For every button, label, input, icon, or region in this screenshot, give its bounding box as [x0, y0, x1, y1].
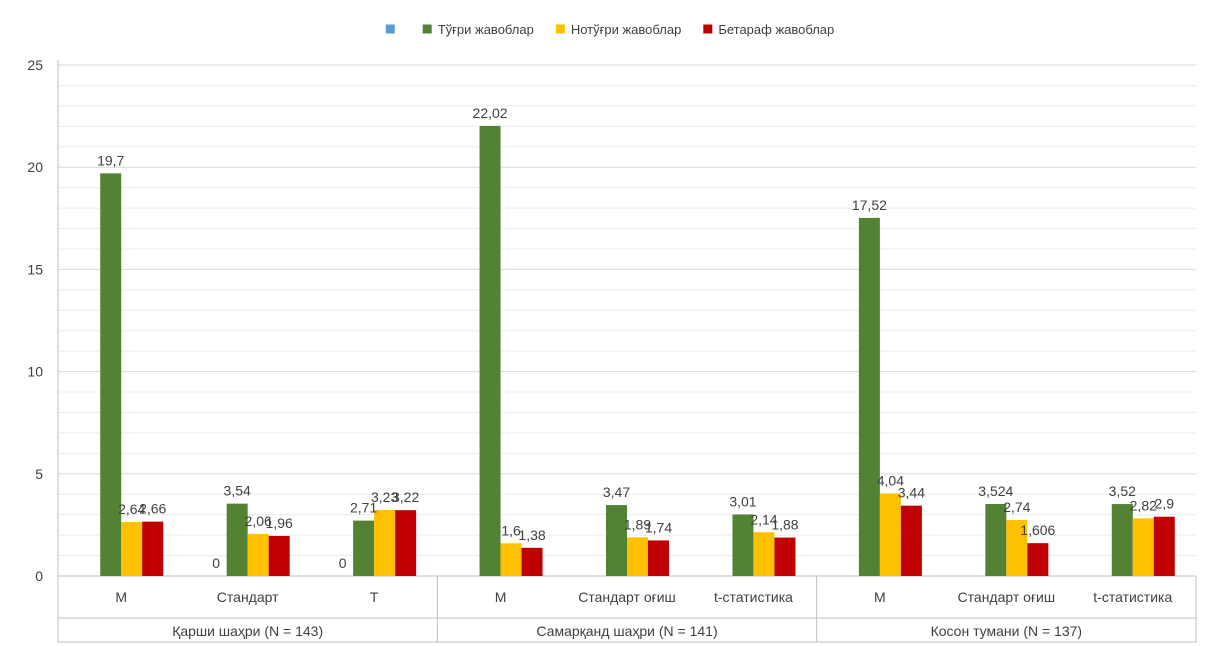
- category-label: M: [874, 589, 886, 605]
- data-label: 2,64: [118, 501, 145, 517]
- bar: [879, 493, 901, 576]
- bar: [142, 521, 164, 576]
- data-label: 1,38: [518, 527, 545, 543]
- data-label: 1,74: [645, 519, 672, 535]
- data-label: 19,7: [97, 152, 124, 168]
- bar: [353, 520, 375, 576]
- bar: [268, 535, 290, 576]
- data-label: 1,6: [501, 522, 521, 538]
- legend-label: Бетараф жавоблар: [718, 22, 834, 37]
- data-label: 3,47: [603, 484, 630, 500]
- bar: [395, 510, 417, 576]
- data-labels: 19,7 2,642,66 0 3,54 2,061,96 0 2,713,233,22 22…: [97, 105, 1174, 571]
- data-label: 2,66: [139, 501, 166, 517]
- data-label: 3,524: [978, 483, 1013, 499]
- data-label: 17,52: [852, 197, 887, 213]
- data-label: 0: [212, 555, 220, 571]
- legend-label: Тўғри жавоблар: [438, 22, 534, 37]
- data-label: 1,96: [266, 515, 293, 531]
- data-label: 3,23: [371, 489, 398, 505]
- data-label: 2,9: [1155, 496, 1175, 512]
- category-label: Стандарт: [217, 589, 279, 605]
- data-label: 3,01: [729, 493, 756, 509]
- bar: [247, 533, 269, 576]
- data-label: 1,606: [1020, 522, 1055, 538]
- bar: [1111, 504, 1133, 576]
- category-label: M: [495, 589, 507, 605]
- gridlines: [58, 64, 1196, 577]
- bar: [100, 173, 122, 576]
- data-label: 2,71: [350, 500, 377, 516]
- legend-label: Нотўғри жавоблар: [571, 22, 681, 37]
- y-tick-label: 10: [27, 364, 43, 380]
- bar: [1153, 516, 1175, 576]
- group-label: Косон тумани (N = 137): [931, 623, 1083, 639]
- bar: [732, 514, 754, 576]
- y-tick-label: 20: [27, 159, 43, 175]
- group-label: Самарқанд шаҳри (N = 141): [536, 623, 717, 639]
- bar: [479, 125, 501, 577]
- category-label: Стандарт оғиш: [578, 589, 676, 605]
- data-label: 3,44: [898, 485, 925, 501]
- bar: [500, 543, 522, 576]
- legend: Тўғри жавоблар Нотўғри жавоблар Бетараф жа…: [385, 22, 834, 37]
- bar: [858, 217, 880, 576]
- legend-swatch: [385, 24, 395, 34]
- legend-swatch: [703, 24, 713, 34]
- bar: [774, 537, 796, 576]
- bar: [521, 547, 543, 576]
- data-label: 2,82: [1130, 497, 1157, 513]
- data-label: 2,14: [750, 511, 777, 527]
- bar: [627, 537, 648, 576]
- y-tick-label: 5: [35, 466, 43, 482]
- data-label: 3,22: [392, 489, 419, 505]
- data-label: 2,06: [245, 513, 272, 529]
- data-label: 0: [339, 555, 347, 571]
- legend-swatch: [422, 24, 432, 34]
- data-label: 22,02: [473, 105, 508, 121]
- group-label: Қарши шаҳри (N = 143): [172, 623, 323, 639]
- bar: [226, 503, 248, 576]
- axes: 0 5 10 15 20 25 Қарши шаҳри (N = 143) Самарқанд…: [27, 57, 1197, 643]
- bar: [648, 540, 669, 576]
- bar: [374, 509, 396, 576]
- data-label: 1,89: [624, 516, 651, 532]
- bar: [606, 505, 627, 576]
- data-label: 2,74: [1003, 499, 1030, 515]
- legend-swatch: [555, 24, 565, 34]
- bar: [1027, 543, 1049, 576]
- bar: [121, 522, 143, 576]
- data-label: 3,52: [1109, 483, 1136, 499]
- bar: [1132, 518, 1154, 576]
- category-label: t-статистика: [714, 589, 793, 605]
- bars: [100, 125, 1175, 577]
- data-label: 4,04: [877, 472, 904, 488]
- category-label: M: [115, 589, 127, 605]
- bar: [753, 532, 775, 576]
- category-label: t-статистика: [1093, 589, 1172, 605]
- data-label: 3,54: [224, 483, 251, 499]
- bar: [1006, 519, 1028, 576]
- y-tick-label: 25: [27, 57, 43, 73]
- y-tick-label: 15: [27, 261, 43, 277]
- category-label: Стандарт оғиш: [958, 589, 1056, 605]
- y-tick-label: 0: [35, 568, 43, 584]
- bar: [985, 503, 1007, 576]
- bar: [900, 505, 922, 576]
- data-label: 1,88: [771, 517, 798, 533]
- category-label: T: [370, 589, 379, 605]
